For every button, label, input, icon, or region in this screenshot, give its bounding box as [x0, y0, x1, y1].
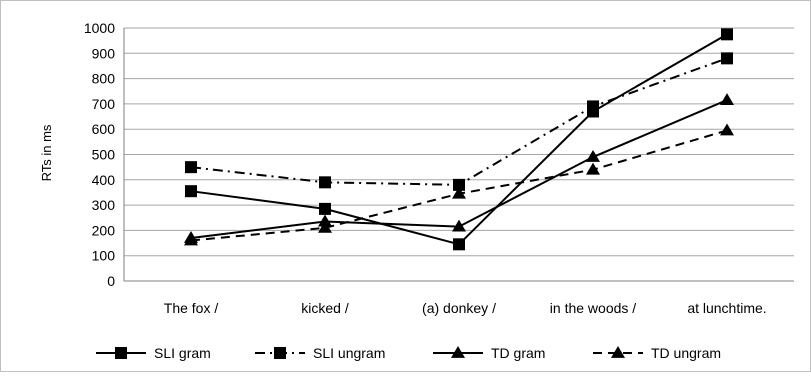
x-tick-label: in the woods / [550, 300, 636, 316]
x-tick-label: at lunchtime. [687, 300, 766, 316]
y-tick-label: 900 [92, 45, 116, 61]
legend-label: SLI ungram [313, 345, 385, 361]
data-point [721, 52, 733, 65]
gridlines [124, 27, 794, 257]
y-tick-label: 300 [92, 197, 116, 213]
y-tick-label: 700 [92, 96, 116, 112]
data-point [185, 185, 197, 198]
y-tick-label: 500 [92, 147, 116, 163]
legend-entry: SLI ungram [255, 345, 385, 361]
data-point [452, 219, 466, 232]
data-point [185, 161, 197, 174]
data-point [452, 186, 466, 199]
y-tick-label: 400 [92, 172, 116, 188]
data-point [453, 178, 465, 191]
y-tick-label: 0 [107, 273, 115, 289]
x-tick-label: kicked / [301, 300, 349, 316]
legend-entry: TD gram [433, 345, 545, 361]
series-td-ungram [184, 123, 734, 246]
data-point [720, 123, 734, 136]
data-point [184, 233, 198, 246]
data-point [721, 28, 733, 41]
y-tick-label: 800 [92, 71, 116, 87]
data-point [586, 162, 600, 175]
axes: 0 100 200 300 400 500 600 700 800 900 1000 The fox … [84, 20, 794, 316]
legend: SLI gram SLI ungram TD gram TD ungram [96, 345, 721, 361]
y-axis-title: RTs in ms [39, 124, 54, 181]
series-lines [184, 28, 734, 251]
data-point [720, 93, 734, 106]
legend-marker [611, 346, 625, 358]
data-point [587, 100, 599, 113]
legend-label: SLI gram [154, 345, 211, 361]
legend-marker [451, 346, 465, 358]
data-point [319, 202, 331, 215]
legend-marker [274, 347, 286, 359]
series-sli-gram [185, 28, 733, 251]
y-tick-label: 200 [92, 222, 116, 238]
y-tick-label: 600 [92, 121, 116, 137]
series-sli-ungram [185, 52, 733, 191]
x-tick-label: The fox / [164, 300, 219, 316]
data-point [586, 150, 600, 162]
legend-label: TD ungram [651, 345, 721, 361]
y-tick-label: 1000 [84, 20, 115, 36]
data-point [453, 238, 465, 251]
data-point [318, 214, 332, 227]
data-point [318, 220, 332, 233]
data-point [319, 176, 331, 189]
legend-entry: SLI gram [96, 345, 211, 361]
legend-entry: TD ungram [593, 345, 721, 361]
x-tick-label: (a) donkey / [422, 300, 496, 316]
y-tick-label: 100 [92, 248, 116, 264]
legend-label: TD gram [491, 345, 545, 361]
legend-marker [115, 347, 127, 359]
